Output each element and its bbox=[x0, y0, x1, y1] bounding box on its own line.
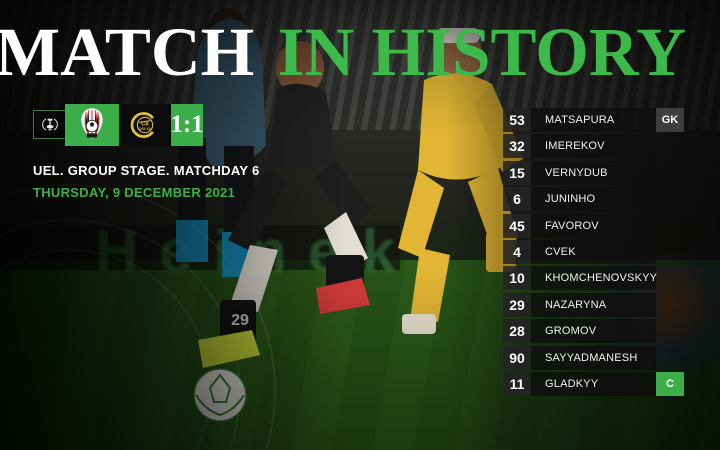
svg-text:DOLYA: DOLYA bbox=[139, 127, 151, 131]
